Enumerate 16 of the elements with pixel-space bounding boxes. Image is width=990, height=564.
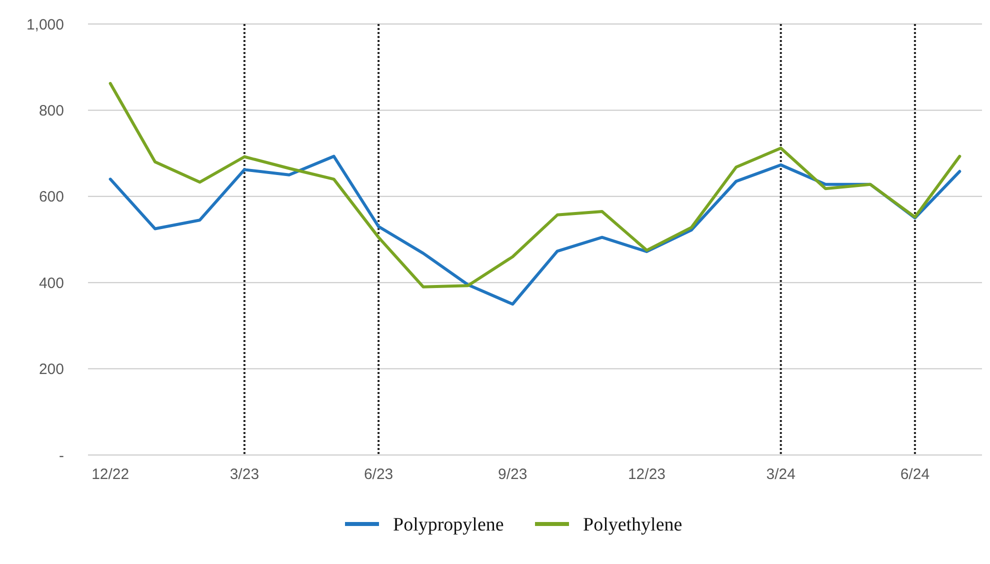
legend-label: Polypropylene <box>393 514 504 536</box>
x-tick-label: 6/24 <box>900 466 930 483</box>
y-tick-label: 1,000 <box>26 16 64 34</box>
line-series <box>108 82 962 288</box>
y-tick-label: - <box>59 447 64 464</box>
y-tick-label: 800 <box>38 102 64 120</box>
y-tick-label: 200 <box>38 361 64 378</box>
y-tick-label: 400 <box>38 274 64 292</box>
y-tick-label: 600 <box>38 188 64 206</box>
x-tick-label: 12/23 <box>628 466 666 483</box>
x-tick-label: 3/24 <box>766 466 796 483</box>
x-tick-label: 9/23 <box>498 466 528 483</box>
x-tick-label: 12/22 <box>92 466 130 483</box>
x-tick-label: 3/23 <box>230 466 260 483</box>
legend-label: Polyethylene <box>583 514 682 536</box>
x-tick-label: 6/23 <box>364 466 394 483</box>
